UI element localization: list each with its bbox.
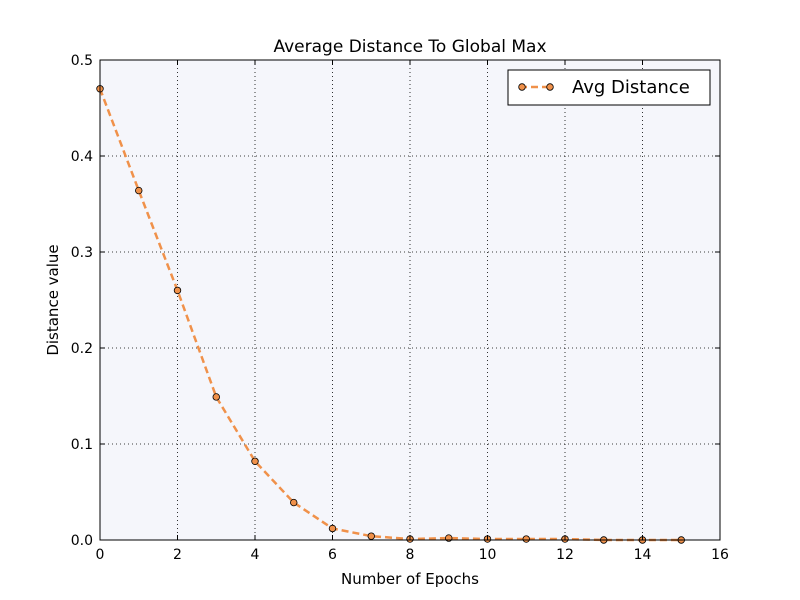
x-tick-label: 12 <box>556 547 574 563</box>
legend-box <box>507 69 711 106</box>
data-point <box>251 457 259 465</box>
x-tick-label: 8 <box>406 547 415 563</box>
y-tick-label: 0.4 <box>71 149 93 165</box>
y-tick-label: 0.1 <box>71 437 93 453</box>
x-tick-label: 2 <box>173 547 182 563</box>
x-tick-label: 10 <box>479 547 497 563</box>
x-tick-label: 16 <box>711 547 729 563</box>
data-point <box>522 535 530 543</box>
data-point <box>212 393 220 401</box>
data-point <box>367 532 375 540</box>
chart-title: Average Distance To Global Max <box>273 37 546 57</box>
y-tick-label: 0.3 <box>71 245 93 261</box>
x-tick-label: 0 <box>96 547 105 563</box>
legend-marker <box>546 83 554 91</box>
ticks: 0 2 4 6 8 10 12 14 16 0.0 0.1 0.2 0.3 0.4 0.5 <box>71 53 729 563</box>
x-tick-label: 6 <box>328 547 337 563</box>
legend-marker <box>518 83 526 91</box>
legend-label: Avg Distance <box>572 77 690 98</box>
data-point <box>290 498 298 507</box>
grid <box>100 60 720 540</box>
data-point <box>173 286 182 295</box>
y-tick-label: 0.2 <box>71 341 93 357</box>
y-tick-label: 0.0 <box>71 533 93 549</box>
data-point <box>135 186 143 195</box>
x-axis-label: Number of Epochs <box>341 570 479 588</box>
x-tick-label: 4 <box>251 547 260 563</box>
legend: Avg Distance <box>507 69 711 106</box>
x-tick-label: 14 <box>634 547 652 563</box>
data-point <box>328 524 337 533</box>
y-tick-label: 0.5 <box>71 53 93 69</box>
y-axis-label: Distance value <box>44 244 62 355</box>
